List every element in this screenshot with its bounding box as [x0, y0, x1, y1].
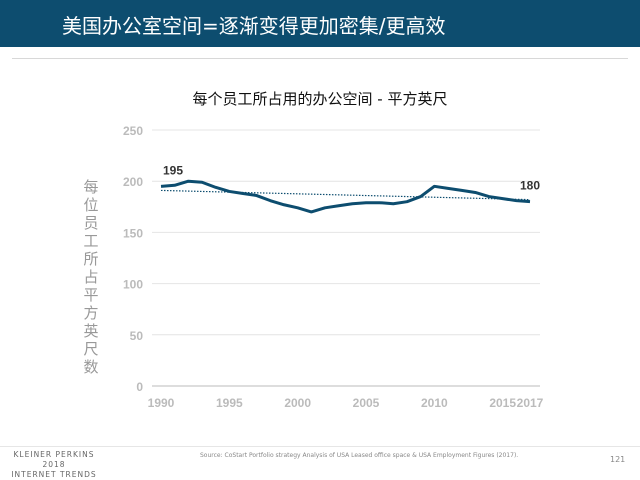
footer-divider — [0, 446, 640, 447]
y-tick-label: 50 — [130, 329, 144, 343]
x-tick-label: 2005 — [353, 396, 380, 410]
chart-title: 每个员工所占用的办公空间 - 平方英尺 — [192, 90, 448, 108]
brand-line: KLEINER PERKINS — [13, 450, 95, 459]
slide-title: 美国办公室空间=逐渐变得更加密集/更高效 — [62, 14, 446, 38]
x-tick-label: 2015 — [489, 396, 516, 410]
x-tick-label: 1995 — [216, 396, 243, 410]
y-tick-label: 0 — [136, 380, 143, 394]
y-tick-label: 200 — [123, 175, 143, 189]
source-note: Source: CoStart Portfolio strategy Analy… — [200, 452, 519, 459]
divider — [12, 58, 628, 59]
header-bar: 美国办公室空间=逐渐变得更加密集/更高效 — [0, 0, 640, 47]
x-tick-label: 2017 — [517, 396, 544, 410]
brand-logo: KLEINER PERKINS 2018 INTERNET TRENDS — [4, 450, 104, 480]
brand-line: 2018 — [42, 460, 66, 469]
brand-line: INTERNET TRENDS — [11, 470, 97, 479]
x-tick-label: 1990 — [148, 396, 175, 410]
y-tick-label: 250 — [123, 124, 143, 138]
y-axis-label: 每位员工所占平方英尺数 — [83, 178, 99, 376]
data-label: 180 — [520, 179, 540, 193]
x-tick-label: 2010 — [421, 396, 448, 410]
data-label: 195 — [163, 163, 183, 177]
y-tick-label: 150 — [123, 226, 143, 240]
x-tick-label: 2000 — [284, 396, 311, 410]
page-number: 121 — [610, 455, 626, 464]
y-tick-label: 100 — [123, 278, 143, 292]
series-line — [160, 179, 531, 214]
